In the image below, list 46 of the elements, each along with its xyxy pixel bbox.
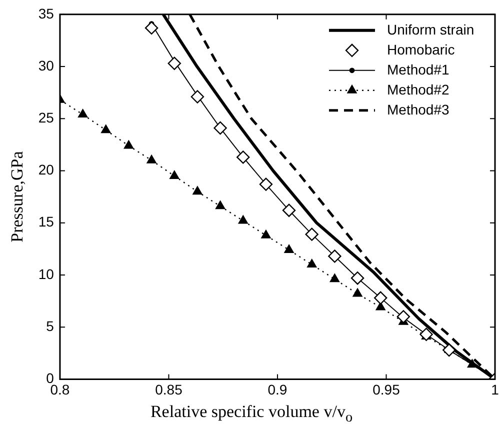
x-axis-title: Relative specific volume v/v$_{o}$ <box>149 402 354 424</box>
x-tick-label: 0.85 <box>155 381 183 398</box>
point <box>305 228 318 241</box>
y-tick-label: 15 <box>38 214 54 230</box>
x-tick-label: 1 <box>491 381 500 398</box>
point <box>170 170 180 179</box>
y-tick-label: 10 <box>38 266 54 282</box>
point <box>261 230 271 238</box>
point <box>236 150 250 164</box>
legend-label: Method#2 <box>387 81 450 98</box>
legend-label: Uniform strain <box>387 21 474 38</box>
point <box>420 328 433 341</box>
point <box>350 272 364 285</box>
point <box>214 121 227 135</box>
x-tick-label: 0.95 <box>372 381 400 398</box>
point <box>284 244 294 253</box>
y-tick-label: 30 <box>38 57 54 74</box>
point <box>238 215 248 224</box>
y-axis-title: Pressure,GPa <box>8 150 27 242</box>
point <box>144 21 158 35</box>
point <box>374 291 388 304</box>
point <box>215 200 226 210</box>
point <box>124 140 134 149</box>
point <box>376 302 386 310</box>
point <box>190 90 204 104</box>
point <box>307 259 317 268</box>
legend-label: Method#1 <box>387 61 450 78</box>
point <box>168 56 181 70</box>
point <box>192 186 202 195</box>
point <box>330 274 340 282</box>
point <box>146 154 156 164</box>
point <box>101 124 111 134</box>
legend-label: Method#3 <box>387 101 450 118</box>
point <box>282 204 296 217</box>
point <box>328 250 342 263</box>
y-tick-label: 5 <box>46 318 54 334</box>
legend-label: Homobaric <box>387 41 455 58</box>
point <box>396 310 410 324</box>
point <box>259 178 273 191</box>
point <box>78 108 88 118</box>
point <box>442 343 456 357</box>
x-tick-label: 0.9 <box>268 381 288 398</box>
point <box>352 288 362 297</box>
y-tick-label: 35 <box>38 5 54 22</box>
y-tick-label: 20 <box>38 162 54 178</box>
y-tick-label: 25 <box>38 109 54 126</box>
